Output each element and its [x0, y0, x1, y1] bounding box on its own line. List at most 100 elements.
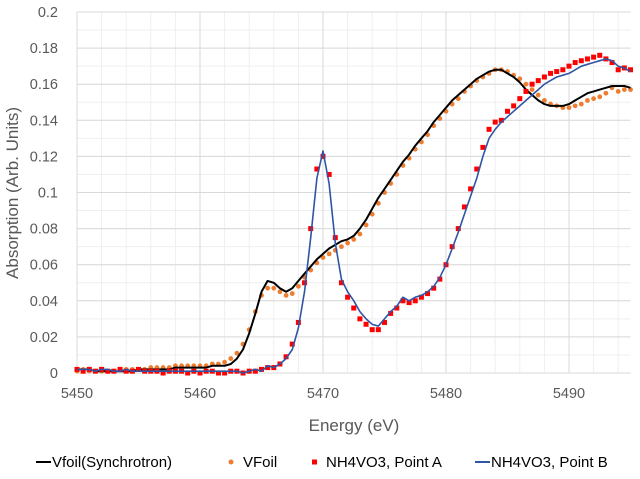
data-point-nh4vo3-point-a [529, 81, 535, 87]
data-point-nh4vo3-point-a [388, 310, 394, 316]
y-tick-label: 0.14 [30, 113, 58, 129]
data-point-vfoil [523, 81, 529, 87]
data-point-nh4vo3-point-a [185, 370, 191, 376]
data-point-nh4vo3-point-a [222, 370, 228, 376]
data-point-nh4vo3-point-a [105, 368, 111, 374]
legend-marker-vfoil [228, 459, 234, 465]
data-point-vfoil [529, 87, 535, 93]
data-point-nh4vo3-point-a [480, 144, 486, 150]
data-point-nh4vo3-point-a [80, 368, 86, 374]
data-point-nh4vo3-point-a [591, 54, 597, 60]
data-point-nh4vo3-point-a [572, 60, 578, 66]
data-point-nh4vo3-point-a [351, 305, 357, 311]
data-point-nh4vo3-point-a [136, 366, 141, 372]
x-tick-label: 5460 [184, 386, 216, 402]
data-point-nh4vo3-point-a [326, 171, 332, 177]
data-point-vfoil [591, 96, 596, 102]
data-point-nh4vo3-point-a [382, 319, 387, 325]
data-point-nh4vo3-point-a [492, 119, 498, 125]
legend-label-point-b: NH4VO3, Point B [491, 454, 608, 471]
data-point-nh4vo3-point-a [418, 294, 424, 300]
data-point-vfoil [603, 90, 609, 96]
series-vfoil [74, 67, 633, 374]
data-point-nh4vo3-point-a [345, 294, 351, 300]
data-point-nh4vo3-point-a [295, 319, 301, 325]
data-point-nh4vo3-point-a [357, 316, 363, 322]
data-point-nh4vo3-point-a [314, 166, 320, 172]
data-point-nh4vo3-point-a [197, 370, 203, 376]
y-axis-title: Absorption (Arb. Units) [3, 107, 22, 279]
data-point-nh4vo3-point-a [308, 226, 314, 232]
data-point-nh4vo3-point-a [123, 368, 129, 374]
y-tick-label: 0.16 [30, 77, 58, 93]
data-point-vfoil [339, 244, 344, 250]
data-point-nh4vo3-point-a [394, 305, 400, 311]
data-point-nh4vo3-point-a [117, 366, 123, 372]
data-point-nh4vo3-point-a [615, 67, 621, 73]
legend-marker-point-a [312, 459, 317, 465]
data-point-vfoil [542, 98, 547, 103]
grid [76, 11, 631, 374]
data-point-nh4vo3-point-a [215, 370, 221, 376]
y-tick-label: 0.18 [30, 41, 58, 57]
data-point-vfoil [615, 89, 621, 94]
data-point-nh4vo3-point-a [320, 153, 326, 159]
data-point-nh4vo3-point-a [338, 280, 344, 286]
y-tick-label: 0 [50, 366, 58, 382]
data-point-vfoil [296, 283, 301, 289]
data-point-nh4vo3-point-a [535, 78, 541, 84]
data-point-vfoil [572, 103, 578, 109]
y-tick-label: 0.06 [30, 258, 58, 274]
data-point-vfoil [265, 285, 271, 291]
data-point-nh4vo3-point-a [474, 166, 480, 172]
data-point-nh4vo3-point-a [302, 280, 308, 286]
data-point-vfoil [234, 350, 240, 356]
x-axis-title: Energy (eV) [309, 416, 400, 435]
legend-label-vfoil-synchrotron: Vfoil(Synchrotron) [52, 454, 172, 471]
data-point-vfoil [222, 359, 228, 365]
legend-label-vfoil: VFoil [243, 454, 277, 471]
data-point-nh4vo3-point-a [560, 67, 566, 73]
data-point-nh4vo3-point-a [578, 58, 584, 64]
data-point-nh4vo3-point-a [455, 226, 461, 232]
data-point-nh4vo3-point-a [283, 354, 289, 360]
data-point-nh4vo3-point-a [425, 291, 431, 297]
data-point-vfoil [283, 292, 289, 298]
data-point-vfoil [578, 101, 584, 107]
data-point-vfoil [271, 285, 277, 291]
data-point-nh4vo3-point-a [468, 186, 474, 192]
data-point-nh4vo3-point-a [252, 368, 258, 374]
data-point-vfoil [585, 98, 590, 103]
data-point-nh4vo3-point-a [437, 276, 443, 282]
data-point-nh4vo3-point-a [406, 300, 412, 306]
series-nh4vo3-point-a [74, 52, 633, 376]
y-tick-label: 0.08 [30, 222, 58, 238]
data-point-vfoil [597, 94, 603, 100]
series-vfoil-synchrotron [77, 68, 631, 373]
data-point-nh4vo3-point-a [461, 204, 467, 210]
data-point-vfoil [351, 237, 357, 242]
legend-label-point-a: NH4VO3, Point A [326, 454, 442, 471]
y-tick-label: 0.02 [30, 330, 58, 346]
y-tick-label: 0.04 [30, 294, 58, 310]
series-nh4vo3-point-b [77, 58, 631, 374]
data-point-nh4vo3-point-a [400, 298, 406, 304]
data-point-vfoil [517, 76, 523, 82]
series-line-nh4vo3-point-b [77, 58, 631, 374]
data-point-vfoil [363, 222, 369, 228]
data-point-nh4vo3-point-a [511, 103, 517, 109]
data-point-nh4vo3-point-a [554, 69, 560, 75]
data-point-vfoil [535, 92, 541, 98]
x-tick-label: 5490 [553, 386, 585, 402]
data-point-nh4vo3-point-a [548, 70, 554, 76]
data-point-vfoil [326, 251, 332, 257]
legend: Vfoil(Synchrotron) VFoil NH4VO3, Point A… [36, 454, 608, 471]
data-point-nh4vo3-point-a [597, 52, 603, 58]
y-tick-label: 0.1 [38, 186, 58, 202]
y-tick-labels: 0 0.02 0.04 0.06 0.08 0.1 0.12 0.14 0.16 0.18 0.2 [30, 5, 58, 382]
data-point-vfoil [455, 96, 461, 102]
data-point-vfoil [277, 289, 283, 295]
data-point-nh4vo3-point-a [541, 74, 547, 80]
data-point-nh4vo3-point-a [363, 321, 369, 327]
